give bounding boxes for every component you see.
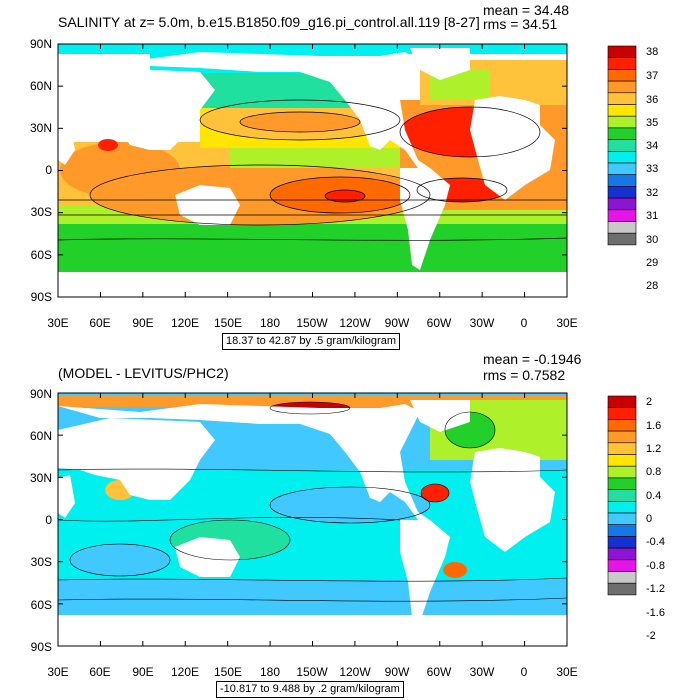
map2-colorbar-label: -1.2 — [646, 583, 665, 595]
map2-colorbar-label: 1.6 — [646, 420, 662, 432]
map2-colorbar-label: -1.6 — [646, 607, 665, 619]
map2-lat-label: 30N — [29, 471, 52, 485]
map1-lat-label: 30N — [29, 121, 52, 135]
map1-range-box: 18.37 to 42.87 by .5 gram/kilogram — [222, 333, 400, 350]
colorbar-swatch — [607, 489, 637, 502]
map1-lon-label: 30E — [556, 316, 578, 330]
map1-colorbar-label: 29 — [646, 257, 659, 269]
map2-range-box: -10.817 to 9.488 by .2 gram/kilogram — [216, 681, 404, 698]
colorbar-swatch — [607, 419, 637, 432]
colorbar-swatch — [607, 465, 637, 479]
map1-lon-label: 90E — [132, 316, 154, 330]
colorbar-swatch — [607, 524, 637, 537]
map2-rms: rms = 0.7582 — [483, 367, 566, 383]
colorbar-swatch — [607, 582, 637, 596]
map2-lon-label: 150E — [213, 665, 243, 679]
map2-lon-label: 30W — [469, 665, 495, 679]
map2-colorbar-label: -2 — [646, 630, 656, 642]
map2-lon-label: 120W — [339, 665, 371, 679]
map1-colorbar-label: 28 — [646, 280, 659, 292]
map1-colorbar-label: 30 — [646, 234, 659, 246]
map1-title: SALINITY at z= 5.0m, b.e15.B1850.f09_g16… — [58, 14, 480, 30]
map1-lon-label: 150W — [296, 316, 328, 330]
colorbar-swatch — [607, 442, 637, 455]
colorbar-swatch — [607, 395, 637, 408]
map1-lat-label: 60S — [30, 248, 52, 262]
map1-lat-label: 0 — [45, 163, 52, 177]
map2-colorbar-label: 0 — [646, 513, 653, 525]
map1-lat-label: 90N — [29, 37, 52, 51]
map2-colorbar — [607, 395, 637, 596]
map1-lon-label: 120E — [170, 316, 200, 330]
map2-contours — [58, 401, 567, 602]
map1-lon-label: 120W — [339, 316, 371, 330]
map2-lat-label: 60S — [30, 598, 52, 612]
map2-colorbar-label: 0.4 — [646, 490, 662, 502]
colorbar-swatch — [607, 454, 637, 467]
map2-mean: mean = -0.1946 — [483, 351, 582, 367]
map1-colorbar-label: 32 — [646, 187, 659, 199]
colorbar-swatch — [607, 500, 637, 514]
map1-colorbar-label: 36 — [646, 94, 659, 106]
map1-lat-label: 90S — [30, 290, 52, 304]
map2-colorbar-label: 1.2 — [646, 443, 662, 455]
map2-lat-label: 60N — [29, 429, 52, 443]
map1-lon-label: 30E — [47, 316, 69, 330]
map1-lat-label: 60N — [29, 79, 52, 93]
map2-land — [58, 400, 567, 646]
colorbar-swatch — [607, 407, 637, 420]
map1-mean: mean = 34.48 — [483, 2, 570, 18]
colorbar-swatch — [607, 547, 637, 561]
map2-lat-label: 90S — [30, 640, 52, 654]
map1-colorbar-label: 33 — [646, 163, 659, 175]
map2-lon-label: 30E — [556, 665, 578, 679]
colorbar-swatch — [607, 571, 637, 584]
map2-lat-label: 90N — [29, 387, 52, 401]
colorbar-swatch — [607, 232, 637, 246]
map2-colorbar-label: -0.8 — [646, 560, 665, 572]
map1-colorbar-label: 31 — [646, 210, 659, 222]
map1-colorbar-label: 38 — [646, 46, 659, 58]
map1-land — [58, 48, 567, 297]
colorbar-swatch — [607, 512, 637, 525]
map1-lon-label: 30W — [469, 316, 495, 330]
map2-lon-label: 90W — [384, 665, 410, 679]
map1-lon-label: 150E — [213, 316, 243, 330]
map2-colorbar-label: 2 — [646, 396, 653, 408]
map2-lon-label: 30E — [47, 665, 69, 679]
map1-lon-label: 0 — [520, 316, 528, 330]
map1-rms: rms = 34.51 — [483, 16, 558, 32]
map2-lon-label: 150W — [296, 665, 328, 679]
map2-title: (MODEL - LEVITUS/PHC2) — [58, 365, 229, 381]
map1-colorbar — [607, 45, 637, 246]
map2-lon-label: 60E — [89, 665, 111, 679]
map1-lon-label: 60E — [89, 316, 111, 330]
map2-colorbar-label: 0.8 — [646, 466, 662, 478]
map1-lat-label: 30S — [30, 205, 52, 219]
colorbar-swatch — [607, 477, 637, 490]
map2-lat-label: 30S — [30, 555, 52, 569]
map2-lat-label: 0 — [45, 513, 52, 527]
map1-contours — [58, 99, 567, 241]
map2-lon-label: 180 — [259, 665, 281, 679]
colorbar-swatch — [607, 536, 637, 549]
map2-lon-label: 60W — [426, 665, 452, 679]
map1-lon-label: 90W — [384, 316, 410, 330]
map1-colorbar-label: 37 — [646, 70, 659, 82]
map2-ticks — [57, 392, 568, 647]
colorbar-swatch — [607, 559, 637, 572]
map2-lon-label: 0 — [520, 665, 528, 679]
map2-lon-label: 120E — [170, 665, 200, 679]
map1-ticks — [57, 43, 568, 298]
map1-colorbar-label: 35 — [646, 117, 659, 129]
map1-lon-label: 60W — [426, 316, 452, 330]
map2-lon-label: 90E — [132, 665, 154, 679]
map1-lon-label: 180 — [259, 316, 281, 330]
map1-colorbar-label: 34 — [646, 140, 659, 152]
colorbar-swatch — [607, 430, 637, 444]
map2-colorbar-label: -0.4 — [646, 536, 665, 548]
